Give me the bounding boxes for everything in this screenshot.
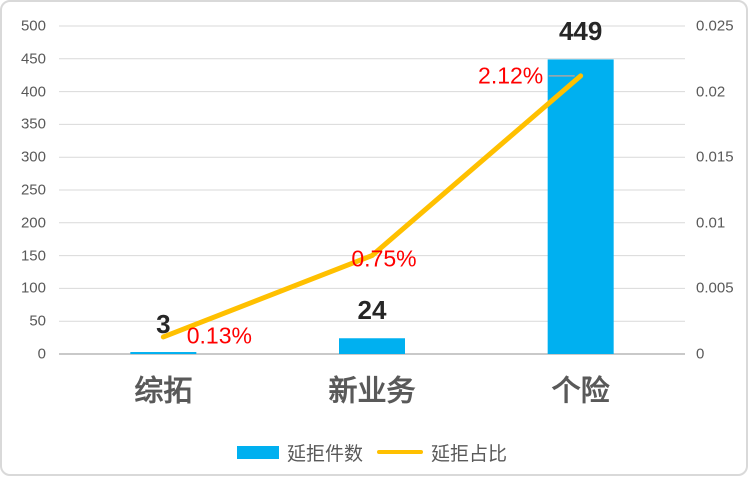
left-axis-tick: 500 bbox=[20, 17, 46, 35]
legend-item-bar-series: 延拒件数 bbox=[236, 439, 363, 466]
right-axis-tick: 0 bbox=[696, 345, 705, 363]
bar-个险 bbox=[547, 59, 614, 355]
line-pct-label: 2.12% bbox=[478, 62, 544, 89]
trend-line bbox=[160, 73, 584, 340]
left-axis-tick: 0 bbox=[37, 345, 46, 363]
right-axis-tick: 0.01 bbox=[696, 214, 726, 232]
left-axis-tick: 450 bbox=[20, 50, 46, 68]
category-label-新业务: 新业务 bbox=[328, 375, 416, 408]
legend-label: 延拒件数 bbox=[286, 443, 363, 465]
line-pct-label: 0.13% bbox=[186, 322, 252, 349]
left-axis-tick: 100 bbox=[20, 279, 46, 297]
bar-value-label: 24 bbox=[357, 295, 387, 326]
left-axis-tick: 250 bbox=[20, 181, 46, 199]
right-axis-tick: 0.025 bbox=[696, 17, 734, 35]
left-axis-tick: 350 bbox=[20, 115, 46, 133]
category-label-综拓: 综拓 bbox=[134, 375, 193, 408]
legend: 延拒件数 延拒占比 bbox=[59, 439, 685, 465]
right-axis-tick: 0.005 bbox=[696, 279, 734, 297]
bar-新业务 bbox=[339, 338, 405, 354]
plot-area bbox=[59, 25, 685, 355]
right-axis-tick: 0.02 bbox=[696, 83, 726, 101]
left-axis-tick: 150 bbox=[20, 247, 46, 265]
left-axis-tick: 400 bbox=[20, 83, 46, 101]
legend-item-line-series: 延拒占比 bbox=[377, 439, 507, 466]
legend-bar-swatch-icon bbox=[236, 445, 279, 459]
bar-综拓 bbox=[130, 352, 197, 355]
left-axis-tick: 200 bbox=[20, 214, 46, 232]
category-label-个险: 个险 bbox=[551, 375, 610, 408]
right-axis-tick: 0.015 bbox=[696, 148, 734, 166]
bar-value-label: 3 bbox=[156, 309, 171, 340]
left-axis-tick: 300 bbox=[20, 148, 46, 166]
line-pct-label: 0.75% bbox=[351, 245, 417, 272]
left-axis-tick: 50 bbox=[29, 312, 46, 330]
legend-line-swatch-icon bbox=[377, 450, 423, 454]
bar-value-label: 449 bbox=[558, 16, 603, 47]
legend-label: 延拒占比 bbox=[431, 443, 508, 465]
